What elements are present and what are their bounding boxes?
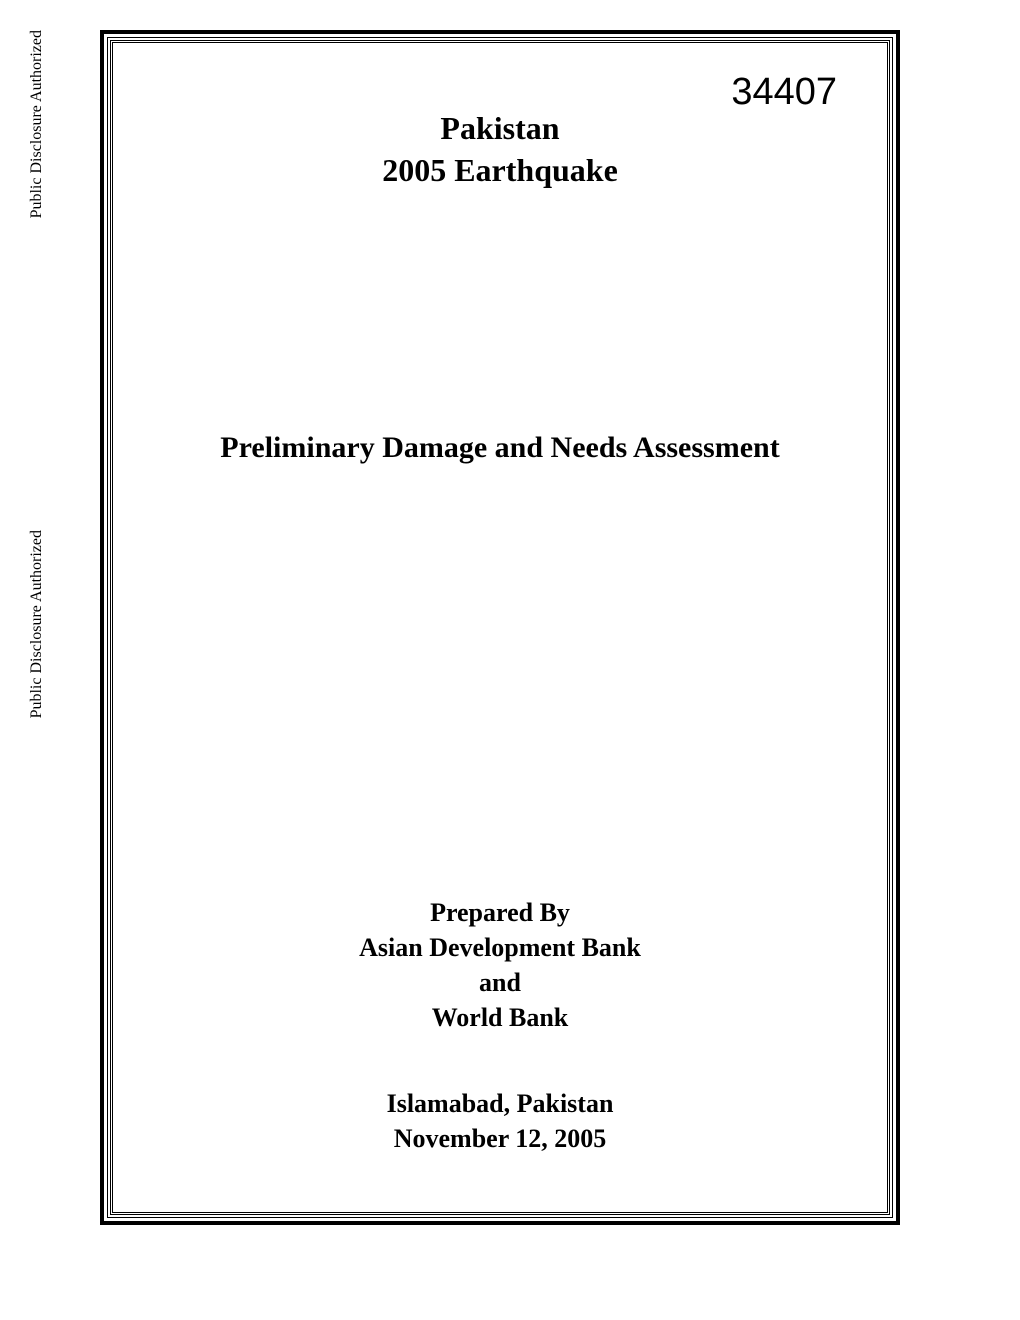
- prepared-by-org2: World Bank: [153, 1000, 847, 1035]
- subtitle-block: Preliminary Damage and Needs Assessment: [153, 431, 847, 465]
- prepared-by-conjunction: and: [153, 965, 847, 1000]
- prepared-by-block: Prepared By Asian Development Bank and W…: [153, 895, 847, 1035]
- disclosure-watermark-1: Public Disclosure Authorized: [28, 30, 46, 218]
- title-line-2: 2005 Earthquake: [153, 150, 847, 192]
- subtitle: Preliminary Damage and Needs Assessment: [153, 431, 847, 465]
- title-line-1: Pakistan: [153, 108, 847, 150]
- location-block: Islamabad, Pakistan November 12, 2005: [153, 1086, 847, 1156]
- prepared-by-org1: Asian Development Bank: [153, 930, 847, 965]
- outer-border: 34407 Pakistan 2005 Earthquake Prelimina…: [100, 30, 900, 1225]
- title-block: Pakistan 2005 Earthquake: [153, 108, 847, 191]
- location-date: November 12, 2005: [153, 1121, 847, 1156]
- document-number: 34407: [731, 71, 837, 114]
- inner-border: 34407 Pakistan 2005 Earthquake Prelimina…: [110, 40, 890, 1215]
- location-place: Islamabad, Pakistan: [153, 1086, 847, 1121]
- prepared-by-label: Prepared By: [153, 895, 847, 930]
- disclosure-watermark-2: Public Disclosure Authorized: [28, 530, 46, 718]
- middle-border: 34407 Pakistan 2005 Earthquake Prelimina…: [107, 37, 893, 1218]
